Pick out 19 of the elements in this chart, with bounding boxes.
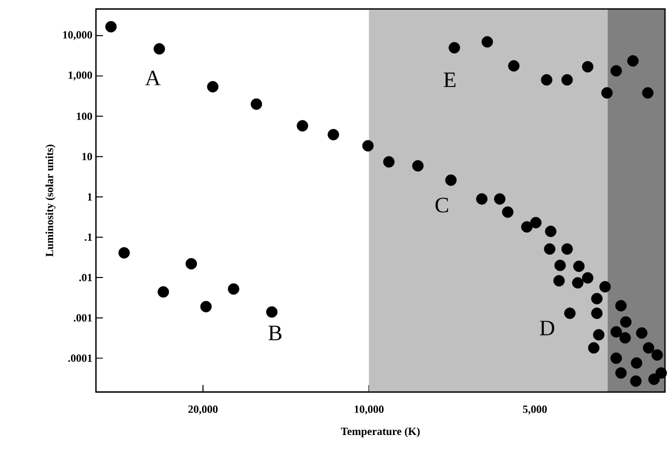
y-tick-label: 10,000 [63, 31, 92, 40]
annotation: B [268, 326, 282, 340]
y-tick-label: 1 [88, 193, 92, 201]
y-tick-label: 10 [82, 152, 92, 160]
y-tick-label: .1 [84, 234, 92, 241]
annotation: C [436, 198, 448, 212]
annotation: D [540, 320, 554, 336]
annotation: A [145, 70, 161, 86]
y-tick-label: .01 [79, 274, 92, 282]
x-axis-title: Temperature (K) [340, 427, 420, 438]
x-tick-label: 5,000 [522, 406, 547, 415]
y-tick-label: 1,000 [68, 71, 92, 80]
y-tick-label: .001 [74, 314, 92, 322]
y-tick-label: 100 [76, 112, 92, 120]
y-axis-title: Luminosity (solar units) [46, 144, 56, 257]
y-tick-label: .0001 [68, 354, 92, 362]
annotation: E [444, 72, 456, 88]
x-tick-label: 10,000 [354, 406, 384, 415]
x-tick-label: 20,000 [188, 406, 218, 415]
